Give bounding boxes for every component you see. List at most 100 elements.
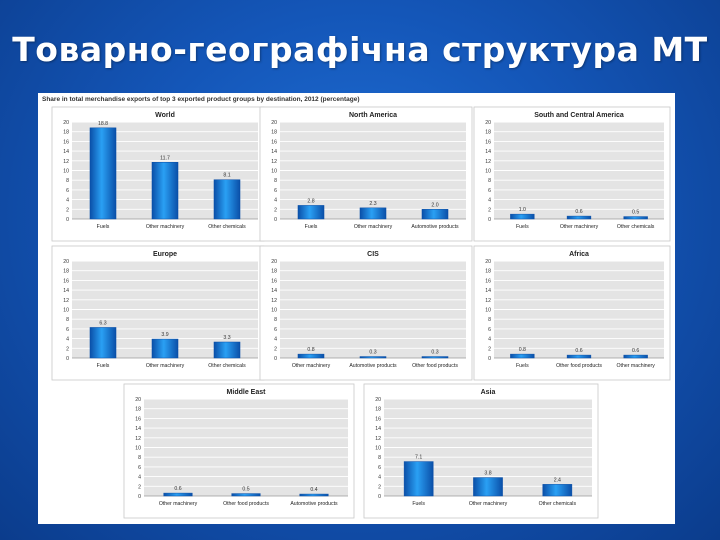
chart-3-ytick-label: 2 [66, 346, 69, 352]
chart-7-ytick-label: 12 [375, 436, 381, 442]
chart-5-ytick-label: 8 [488, 317, 491, 323]
chart-6-ytick-label: 20 [135, 397, 141, 403]
chart-5-title: Africa [569, 251, 589, 258]
chart-7-ytick-label: 20 [375, 397, 381, 403]
slide-title: Товарно-географічна структура МТ [12, 30, 708, 69]
chart-1-ytick-label: 4 [274, 198, 277, 204]
chart-figure: World 0 2 4 6 8 10 12 14 16 18 20 18.8 Fuels 11.7 Other… [38, 93, 675, 524]
chart-1-ytick-label: 0 [274, 217, 277, 223]
chart-3-bar [89, 327, 117, 359]
chart-3-category-label: Fuels [97, 363, 110, 369]
chart-0-ytick-label: 2 [66, 207, 69, 213]
chart-7-ytick-label: 4 [378, 475, 381, 481]
chart-4-ytick-label: 8 [274, 317, 277, 323]
chart-4-ytick-label: 16 [271, 278, 277, 284]
chart-1-bar [421, 209, 449, 220]
chart-6-bar [163, 492, 193, 497]
chart-3-data-label: 6.3 [99, 320, 106, 326]
chart-2-title: South and Central America [534, 112, 624, 119]
chart-2-ytick-label: 14 [485, 149, 491, 155]
chart-1-ytick-label: 6 [274, 188, 277, 194]
chart-6-title: Middle East [227, 389, 267, 396]
chart-1-bar [297, 205, 325, 220]
chart-1-bar [359, 207, 387, 220]
chart-1-title: North America [349, 112, 397, 119]
chart-7-data-label: 3.8 [484, 471, 491, 477]
chart-0-bar [89, 127, 117, 220]
chart-6-ytick-label: 0 [138, 494, 141, 500]
chart-5-category-label: Other machinery [616, 363, 655, 369]
chart-5-data-label: 0.8 [519, 347, 526, 353]
chart-7-bar [542, 484, 573, 497]
chart-6-data-label: 0.5 [242, 487, 249, 493]
chart-0-category-label: Fuels [97, 224, 110, 230]
chart-6-category-label: Other food products [223, 501, 269, 507]
chart-3-bar [213, 341, 241, 359]
chart-1-ytick-label: 20 [271, 120, 277, 126]
chart-0-ytick-label: 10 [63, 169, 69, 175]
chart-6-ytick-label: 14 [135, 426, 141, 432]
chart-3-ytick-label: 0 [66, 356, 69, 362]
chart-5-ytick-label: 0 [488, 356, 491, 362]
chart-0-category-label: Other machinery [146, 224, 185, 230]
chart-2-ytick-label: 6 [488, 188, 491, 194]
chart-5-bar [510, 353, 535, 359]
chart-3-ytick-label: 10 [63, 308, 69, 314]
chart-7-ytick-label: 0 [378, 494, 381, 500]
chart-4-data-label: 0.3 [431, 350, 438, 356]
chart-0-data-label: 18.8 [98, 121, 108, 127]
chart-3-data-label: 3.3 [223, 335, 230, 341]
chart-0-data-label: 8.1 [223, 173, 230, 179]
chart-3-ytick-label: 6 [66, 327, 69, 333]
chart-2-data-label: 0.6 [575, 209, 582, 215]
chart-0-ytick-label: 18 [63, 130, 69, 136]
chart-6-ytick-label: 18 [135, 407, 141, 413]
chart-2-ytick-label: 4 [488, 198, 491, 204]
chart-7-ytick-label: 14 [375, 426, 381, 432]
chart-3-data-label: 3.9 [161, 332, 168, 338]
chart-2-ytick-label: 16 [485, 139, 491, 145]
chart-6-bar [231, 493, 261, 497]
chart-7-title: Asia [481, 389, 496, 396]
chart-5-ytick-label: 6 [488, 327, 491, 333]
chart-4-title: CIS [367, 251, 379, 258]
chart-0-bar [213, 179, 241, 220]
chart-3-ytick-label: 4 [66, 337, 69, 343]
chart-5-ytick-label: 16 [485, 278, 491, 284]
chart-5-ytick-label: 14 [485, 288, 491, 294]
chart-5-ytick-label: 12 [485, 298, 491, 304]
chart-2-ytick-label: 18 [485, 130, 491, 136]
chart-5-bar [623, 354, 648, 359]
chart-5-ytick-label: 20 [485, 259, 491, 265]
chart-4-data-label: 0.3 [369, 350, 376, 356]
chart-0-bar [151, 162, 179, 220]
chart-3-ytick-label: 14 [63, 288, 69, 294]
chart-3-ytick-label: 12 [63, 298, 69, 304]
chart-6-category-label: Other machinery [159, 501, 198, 507]
chart-2-ytick-label: 10 [485, 169, 491, 175]
chart-1-category-label: Fuels [305, 224, 318, 230]
chart-1-ytick-label: 10 [271, 169, 277, 175]
chart-4-ytick-label: 0 [274, 356, 277, 362]
chart-6-category-label: Automotive products [290, 501, 338, 507]
chart-2-bar [623, 216, 648, 220]
figure-caption: Share in total merchandise exports of to… [42, 96, 360, 103]
chart-5-category-label: Fuels [516, 363, 529, 369]
chart-0-title: World [155, 112, 175, 119]
chart-4-category-label: Automotive products [349, 363, 397, 369]
chart-2-category-label: Other chemicals [617, 224, 655, 230]
chart-2-ytick-label: 8 [488, 178, 491, 184]
chart-6-bar [299, 493, 329, 497]
chart-2-ytick-label: 20 [485, 120, 491, 126]
chart-5-bar [566, 354, 592, 359]
chart-6-ytick-label: 8 [138, 455, 141, 461]
chart-3-title: Europe [153, 251, 177, 258]
chart-3-category-label: Other chemicals [208, 363, 246, 369]
chart-0-category-label: Other chemicals [208, 224, 246, 230]
chart-4-ytick-label: 18 [271, 269, 277, 275]
chart-7-ytick-label: 10 [375, 446, 381, 452]
chart-1-category-label: Automotive products [411, 224, 459, 230]
chart-0-ytick-label: 8 [66, 178, 69, 184]
chart-7-category-label: Fuels [412, 501, 425, 507]
